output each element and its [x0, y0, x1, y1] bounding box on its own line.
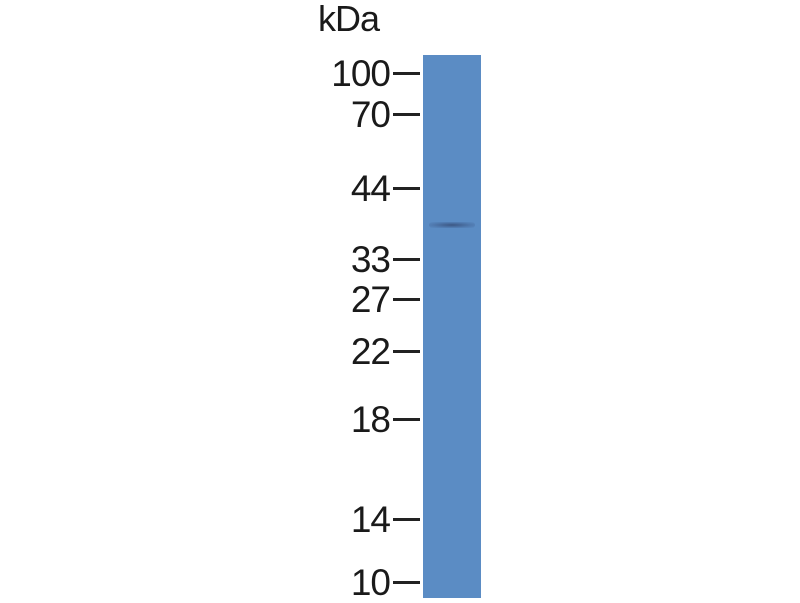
marker-label: 33 [350, 239, 391, 280]
marker-tick [393, 418, 420, 421]
marker-tick [393, 581, 420, 584]
marker-18: 18 [0, 400, 420, 440]
marker-44: 44 [0, 169, 420, 209]
marker-tick [393, 187, 420, 190]
marker-label: 100 [331, 53, 391, 94]
marker-tick [393, 113, 420, 116]
protein-band [429, 222, 475, 229]
marker-label: 70 [350, 94, 391, 135]
marker-tick [393, 350, 420, 353]
marker-tick [393, 72, 420, 75]
marker-label: 22 [350, 331, 391, 372]
unit-label: kDa [318, 0, 380, 39]
marker-label: 10 [350, 562, 391, 603]
blot-lane [423, 55, 481, 598]
marker-10: 10 [0, 563, 420, 603]
marker-100: 100 [0, 54, 420, 94]
marker-14: 14 [0, 500, 420, 540]
marker-tick [393, 298, 420, 301]
marker-27: 27 [0, 280, 420, 320]
marker-33: 33 [0, 240, 420, 280]
marker-label: 14 [350, 499, 391, 540]
marker-label: 27 [350, 279, 391, 320]
marker-label: 44 [350, 168, 391, 209]
marker-tick [393, 518, 420, 521]
marker-tick [393, 258, 420, 261]
marker-70: 70 [0, 95, 420, 135]
marker-label: 18 [350, 399, 391, 440]
marker-22: 22 [0, 332, 420, 372]
